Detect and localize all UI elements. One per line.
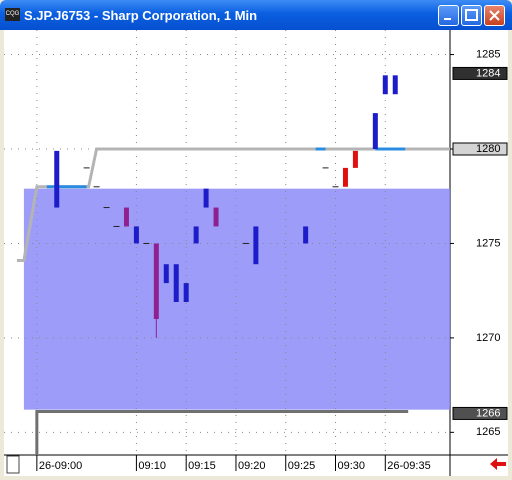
candle-body	[173, 264, 179, 302]
indicator-line	[35, 410, 409, 455]
price-marker-label: 1284	[476, 67, 500, 79]
candle-body	[352, 150, 358, 168]
candle-body	[203, 188, 209, 208]
x-tick-label: 09:25	[288, 460, 316, 472]
x-tick-label: 09:20	[238, 460, 266, 472]
price-marker-label: 1280	[476, 143, 500, 155]
price-marker-label: 1266	[476, 407, 500, 419]
app-icon: CQG	[5, 8, 20, 21]
title-bar: CQG S.JP.J6753 - Sharp Corporation, 1 Mi…	[0, 0, 512, 30]
candle-body	[213, 207, 219, 227]
candle-body	[303, 226, 309, 244]
close-button[interactable]	[484, 5, 505, 26]
price-marker	[452, 406, 508, 420]
maximize-button[interactable]	[461, 5, 482, 26]
candle-body	[342, 167, 348, 187]
x-tick-label: 26-09:00	[39, 460, 82, 472]
candle-body	[153, 243, 159, 319]
candle-body	[133, 226, 139, 244]
scroll-box[interactable]	[6, 455, 20, 474]
minimize-button[interactable]	[438, 5, 459, 26]
window-title: S.JP.J6753 - Sharp Corporation, 1 Min	[24, 8, 258, 23]
y-tick-label: 1275	[476, 237, 500, 249]
candle-body	[123, 207, 129, 227]
y-tick-label: 1270	[476, 332, 500, 344]
y-tick-label: 1265	[476, 426, 500, 438]
y-tick-label: 1285	[476, 48, 500, 60]
candle-body	[54, 150, 60, 208]
chart: 1265 1270 1275 1280 1285 26-09:00 09:10 09:15 09…	[4, 30, 508, 476]
x-tick-label: 09:30	[338, 460, 366, 472]
shaded-band	[23, 188, 451, 410]
candle-body	[163, 264, 169, 284]
candle-body	[382, 75, 388, 95]
x-tick-label: 26-09:35	[387, 460, 430, 472]
price-marker	[452, 142, 508, 156]
candle-body	[372, 113, 378, 149]
x-tick-label: 09:10	[138, 460, 166, 472]
candle-body	[193, 226, 199, 244]
price-marker	[452, 66, 508, 80]
scroll-arrow[interactable]	[490, 458, 506, 470]
candle-body	[392, 75, 398, 95]
candle-body	[253, 226, 259, 265]
candle-body	[183, 283, 189, 302]
x-tick-label: 09:15	[188, 460, 216, 472]
